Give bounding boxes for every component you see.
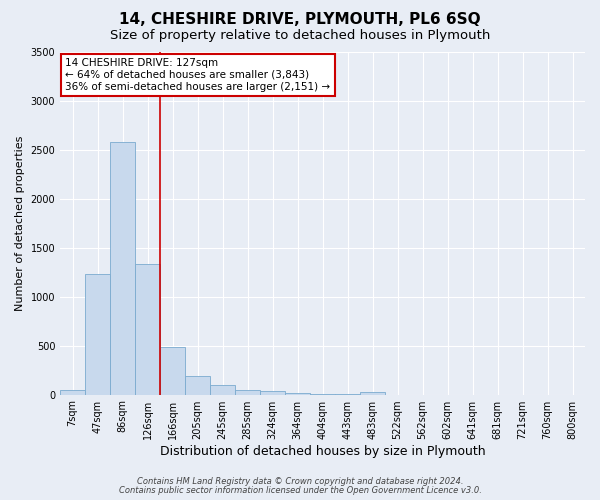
Bar: [160, 346, 185, 395]
Bar: [85, 274, 110, 394]
Text: 14 CHESHIRE DRIVE: 127sqm
← 64% of detached houses are smaller (3,843)
36% of se: 14 CHESHIRE DRIVE: 127sqm ← 64% of detac…: [65, 58, 331, 92]
Bar: [110, 142, 135, 394]
Bar: [360, 392, 385, 394]
Y-axis label: Number of detached properties: Number of detached properties: [15, 136, 25, 310]
Text: Contains HM Land Registry data © Crown copyright and database right 2024.: Contains HM Land Registry data © Crown c…: [137, 477, 463, 486]
Bar: [185, 376, 210, 394]
Text: Contains public sector information licensed under the Open Government Licence v3: Contains public sector information licen…: [119, 486, 481, 495]
Bar: [285, 392, 310, 394]
Bar: [260, 391, 285, 394]
Bar: [60, 390, 85, 394]
X-axis label: Distribution of detached houses by size in Plymouth: Distribution of detached houses by size …: [160, 444, 485, 458]
Bar: [235, 390, 260, 394]
Text: 14, CHESHIRE DRIVE, PLYMOUTH, PL6 6SQ: 14, CHESHIRE DRIVE, PLYMOUTH, PL6 6SQ: [119, 12, 481, 28]
Text: Size of property relative to detached houses in Plymouth: Size of property relative to detached ho…: [110, 29, 490, 42]
Bar: [135, 264, 160, 394]
Bar: [210, 385, 235, 394]
